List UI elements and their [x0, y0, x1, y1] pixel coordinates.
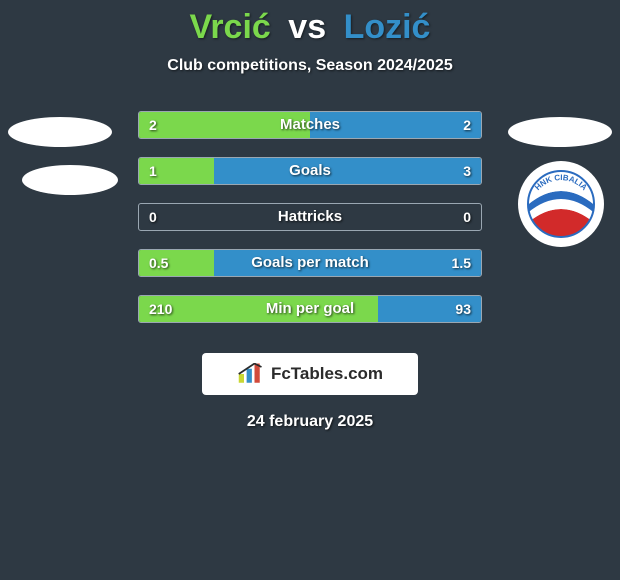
- left-photo-placeholder-1: [8, 117, 112, 147]
- right-photo-placeholder: [508, 117, 612, 147]
- club-badge: HNK CIBALIA: [518, 161, 604, 247]
- right-value: 93: [455, 296, 471, 322]
- player2-name: Lozić: [344, 8, 431, 46]
- date-label: 24 february 2025: [0, 413, 620, 431]
- subtitle: Club competitions, Season 2024/2025: [0, 57, 620, 75]
- stat-label: Matches: [139, 112, 481, 138]
- content-area: HNK CIBALIA 2Matches21Goals30Hattricks00…: [0, 105, 620, 335]
- stat-label: Hattricks: [139, 204, 481, 230]
- vs-label: vs: [288, 8, 326, 46]
- stat-row: 0.5Goals per match1.5: [138, 249, 482, 277]
- left-photo-placeholder-2: [22, 165, 118, 195]
- stat-row: 0Hattricks0: [138, 203, 482, 231]
- stat-label: Min per goal: [139, 296, 481, 322]
- logo-text: FcTables.com: [271, 364, 383, 384]
- page-title: Vrcić vs Lozić: [0, 0, 620, 47]
- stat-row: 2Matches2: [138, 111, 482, 139]
- stat-row: 210Min per goal93: [138, 295, 482, 323]
- player1-name: Vrcić: [190, 8, 271, 46]
- stats-bars: 2Matches2 1Goals3 0Hattricks0 0.5Goals per …: [138, 111, 482, 341]
- comparison-card: Vrcić vs Lozić Club competitions, Season…: [0, 0, 620, 580]
- right-value: 0: [463, 204, 471, 230]
- stat-label: Goals: [139, 158, 481, 184]
- right-value: 3: [463, 158, 471, 184]
- right-value: 2: [463, 112, 471, 138]
- logo-bars-icon: [237, 363, 265, 385]
- right-value: 1.5: [452, 250, 471, 276]
- fctables-logo: FcTables.com: [202, 353, 418, 395]
- stat-row: 1Goals3: [138, 157, 482, 185]
- stat-label: Goals per match: [139, 250, 481, 276]
- club-badge-icon: HNK CIBALIA: [518, 161, 604, 247]
